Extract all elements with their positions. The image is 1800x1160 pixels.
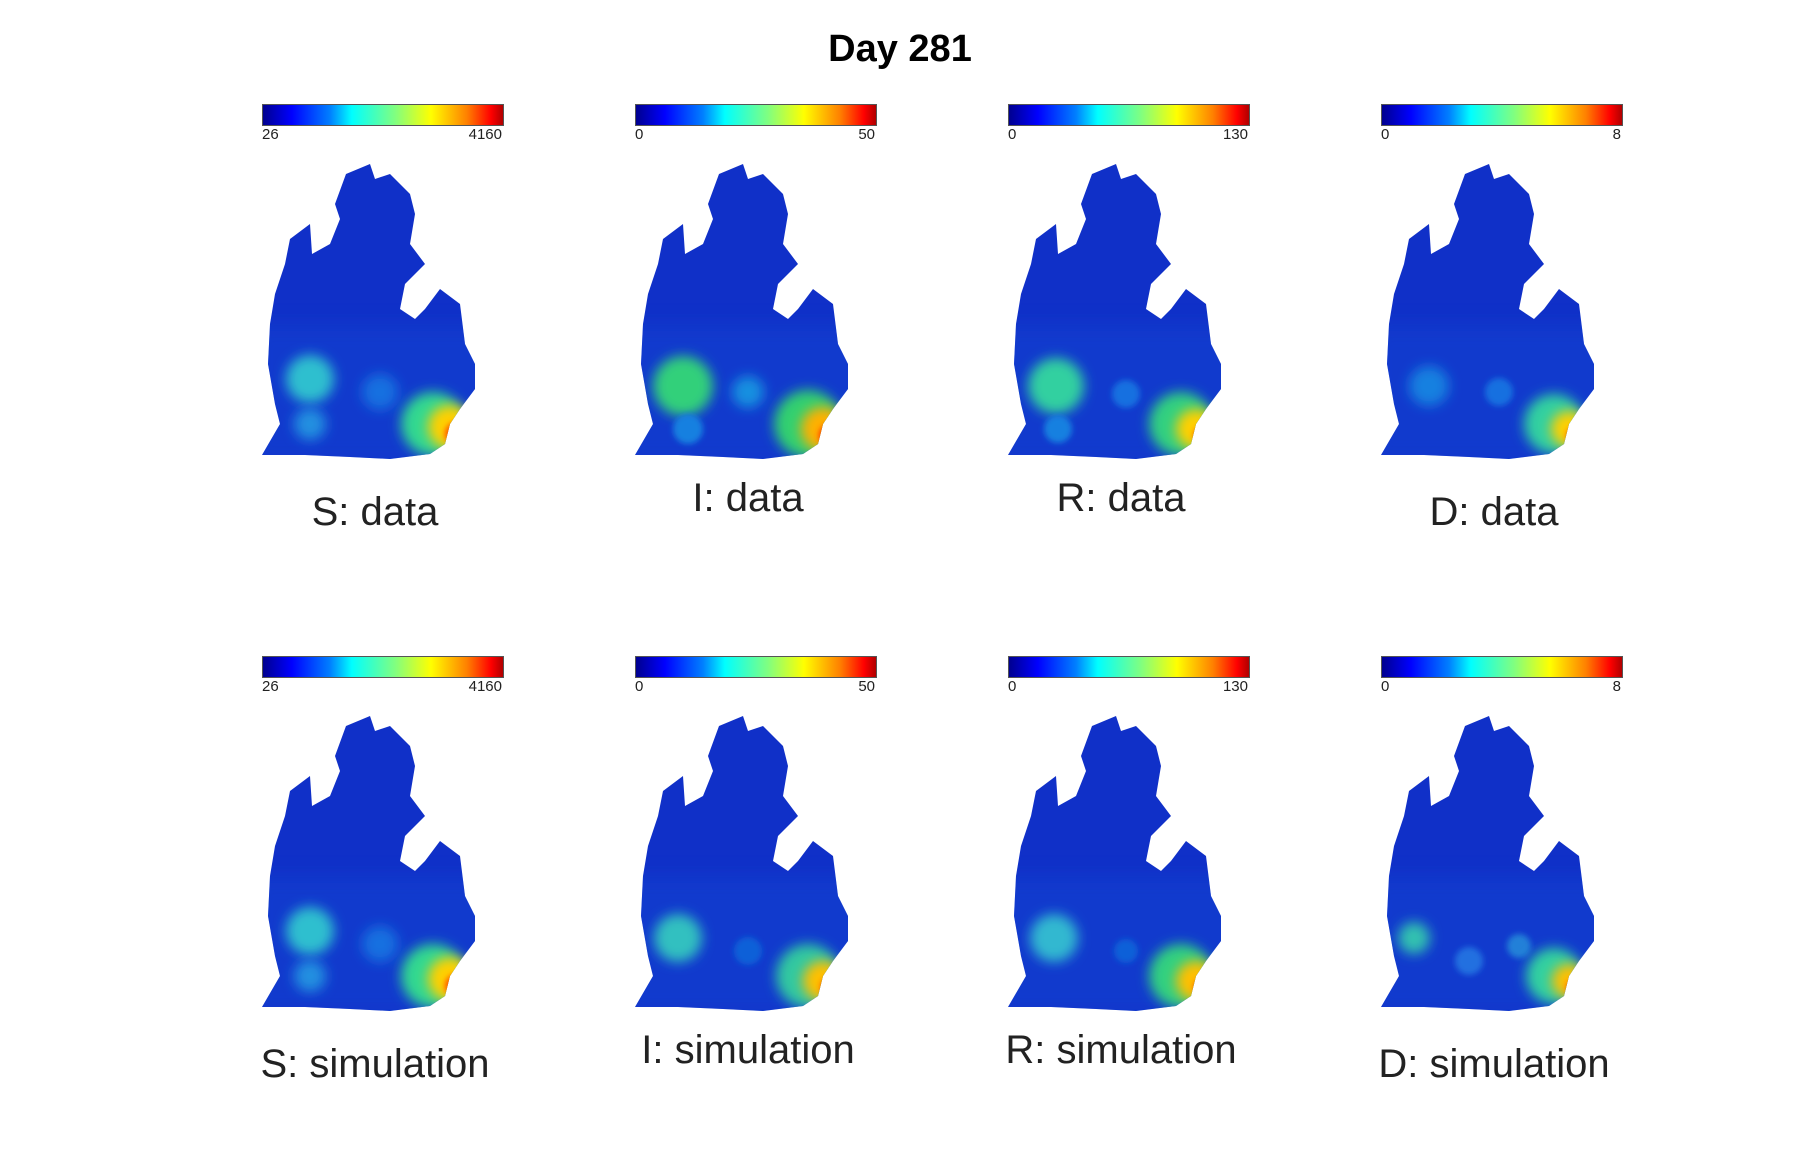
michigan-heatmap xyxy=(635,716,848,1011)
colorbar xyxy=(635,656,877,678)
colorbar xyxy=(1381,104,1623,126)
hotspot-0 xyxy=(1028,358,1084,414)
hotspot-2 xyxy=(362,374,398,410)
colorbar xyxy=(262,656,504,678)
colorbar xyxy=(1008,104,1250,126)
panel-label: S: data xyxy=(311,490,439,534)
panel-label: S: simulation xyxy=(260,1042,490,1086)
colorbar-max-label: 4160 xyxy=(468,678,502,695)
michigan-heatmap xyxy=(1381,716,1594,1011)
colorbar-min-label: 0 xyxy=(635,126,644,143)
panel-label: R: data xyxy=(1056,476,1186,520)
colorbar-min-label: 0 xyxy=(1381,678,1390,695)
colorbar-max-label: 8 xyxy=(1612,678,1621,695)
hotspot-2 xyxy=(732,376,764,408)
panel-label: D: simulation xyxy=(1378,1042,1610,1086)
panel-i-data: 0 50 I: data xyxy=(603,104,893,544)
hotspot-1 xyxy=(734,937,762,965)
michigan-heatmap xyxy=(262,716,475,1011)
hotspot-4 xyxy=(1194,978,1214,998)
colorbar-min-label: 0 xyxy=(1008,126,1017,143)
hotspot-3 xyxy=(1551,411,1587,447)
hotspot-0 xyxy=(654,914,702,962)
panel-r-simulation: 0 130 R: simulation xyxy=(976,656,1266,1096)
hotspot-1 xyxy=(294,408,326,440)
hotspot-0 xyxy=(653,356,713,416)
michigan-heatmap xyxy=(635,164,848,459)
michigan-heatmap xyxy=(1381,164,1594,459)
hotspot-0 xyxy=(1398,922,1430,954)
colorbar-max-label: 50 xyxy=(858,126,875,143)
hotspot-1 xyxy=(294,960,326,992)
panel-i-simulation: 0 50 I: simulation xyxy=(603,656,893,1096)
colorbar xyxy=(1381,656,1623,678)
hotspot-1 xyxy=(1114,939,1138,963)
colorbar-max-label: 130 xyxy=(1222,678,1248,695)
hotspot-5 xyxy=(445,422,469,446)
colorbar xyxy=(1008,656,1250,678)
hotspot-3 xyxy=(1176,961,1216,1001)
hotspot-0 xyxy=(1030,914,1078,962)
colorbar-max-label: 50 xyxy=(858,678,875,695)
hotspot-4 xyxy=(801,407,845,451)
hotspot-5 xyxy=(1194,426,1214,446)
panel-s-data: 26 4160 S: data xyxy=(230,104,520,544)
panel-d-data: 0 8 D: data xyxy=(1349,104,1639,544)
hotspot-4 xyxy=(428,957,472,1001)
hotspot-3 xyxy=(803,961,843,1001)
panel-label: R: simulation xyxy=(1005,1028,1237,1072)
hotspot-1 xyxy=(1485,378,1513,406)
hotspot-2 xyxy=(1112,380,1140,408)
michigan-heatmap xyxy=(1008,716,1221,1011)
colorbar-min-label: 26 xyxy=(262,126,279,143)
colorbar-min-label: 0 xyxy=(635,678,644,695)
colorbar-min-label: 0 xyxy=(1008,678,1017,695)
hotspot-6 xyxy=(457,982,469,994)
hotspot-4 xyxy=(1552,964,1586,998)
panel-label: I: data xyxy=(692,476,804,520)
hotspot-6 xyxy=(831,430,843,442)
colorbar-max-label: 4160 xyxy=(468,126,502,143)
panel-r-data: 0 130 R: data xyxy=(976,104,1266,544)
colorbar-min-label: 0 xyxy=(1381,126,1390,143)
hotspot-1 xyxy=(1455,947,1483,975)
hotspot-4 xyxy=(821,977,843,999)
hotspot-4 xyxy=(428,405,472,449)
colorbar xyxy=(635,104,877,126)
hotspot-2 xyxy=(362,926,398,962)
michigan-heatmap xyxy=(1008,164,1221,459)
colorbar xyxy=(262,104,504,126)
hotspot-2 xyxy=(1507,934,1531,958)
hotspot-0 xyxy=(286,355,334,403)
hotspot-5 xyxy=(819,424,843,448)
hotspot-6 xyxy=(457,430,469,442)
panel-d-simulation: 0 8 D: simulation xyxy=(1349,656,1639,1096)
colorbar-max-label: 8 xyxy=(1612,126,1621,143)
hotspot-5 xyxy=(1567,979,1585,997)
panel-label: I: simulation xyxy=(641,1028,855,1072)
hotspot-0 xyxy=(286,907,334,955)
figure-title: Day 281 xyxy=(828,28,972,70)
colorbar-min-label: 26 xyxy=(262,678,279,695)
colorbar-max-label: 130 xyxy=(1222,126,1248,143)
hotspot-5 xyxy=(445,974,469,998)
hotspot-0 xyxy=(1409,366,1449,406)
panel-s-simulation: 26 4160 S: simulation xyxy=(230,656,520,1096)
panel-label: D: data xyxy=(1429,490,1559,534)
hotspot-4 xyxy=(1176,409,1216,449)
hotspot-1 xyxy=(1044,415,1072,443)
michigan-heatmap xyxy=(262,164,475,459)
hotspot-1 xyxy=(673,414,703,444)
hotspot-4 xyxy=(1567,427,1585,445)
